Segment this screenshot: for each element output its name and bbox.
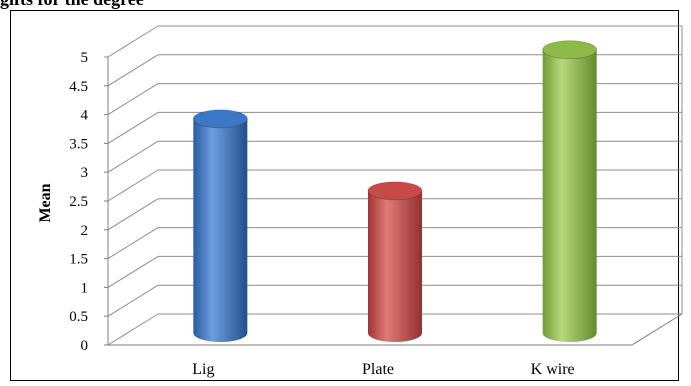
y-tick-label: 2 <box>81 223 89 239</box>
gridline-side <box>107 198 159 231</box>
gridline-side <box>107 255 159 288</box>
gridline-side <box>107 227 159 260</box>
x-tick-labels: Lig Plate K wire <box>192 361 574 378</box>
bar-lig <box>192 109 248 342</box>
bar-body <box>542 49 597 342</box>
gridline-side <box>107 140 159 173</box>
y-tick-label: 4 <box>81 108 89 124</box>
gridline-side <box>107 284 159 317</box>
bar-top-cap <box>367 181 423 201</box>
y-tick-label: 0.5 <box>69 309 88 325</box>
y-tick-label: 1 <box>81 280 89 296</box>
gridline-side <box>107 54 159 87</box>
figure-heading: gifts for the degree <box>0 0 144 10</box>
bar-top-cap <box>192 109 248 129</box>
bar-k-wire <box>542 40 598 342</box>
y-tick-label: 4.5 <box>69 79 88 95</box>
gridline-side <box>107 25 159 58</box>
x-tick-label: Plate <box>362 361 394 378</box>
gridline-side <box>107 83 159 116</box>
bar-body <box>193 118 248 342</box>
gridline-side <box>107 111 159 144</box>
gridline-side <box>107 169 159 202</box>
chart-axes <box>104 56 683 346</box>
x-tick-label: Lig <box>192 361 214 378</box>
y-tick-label: 1.5 <box>69 252 88 268</box>
x-tick-label: K wire <box>531 361 575 378</box>
y-tick-label: 2.5 <box>69 194 88 210</box>
y-tick-label: 0 <box>81 338 89 354</box>
chart-bars <box>192 40 598 342</box>
gridline-side <box>107 313 159 346</box>
bar-body <box>368 190 422 342</box>
bar-plate <box>367 181 423 342</box>
y-tick-label: 3.5 <box>69 136 88 152</box>
floor-edge <box>631 313 683 346</box>
y-tick-label: 3 <box>81 165 89 181</box>
bar-top-cap <box>542 40 598 60</box>
y-tick-labels: 0 0.5 1 1.5 2 2.5 3 3.5 4 4.5 5 <box>69 50 88 354</box>
y-axis-label: Mean <box>37 183 54 222</box>
y-tick-label: 5 <box>81 50 89 66</box>
